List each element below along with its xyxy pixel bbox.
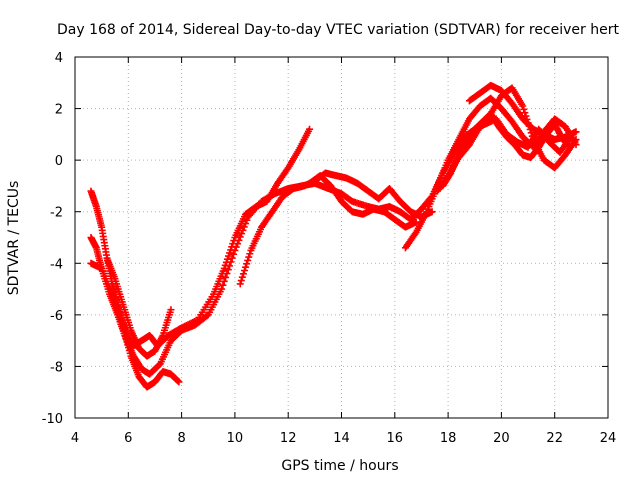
x-tick-label: 4 bbox=[71, 431, 79, 446]
data-point bbox=[218, 285, 226, 293]
y-tick-label: -2 bbox=[50, 206, 63, 221]
x-tick-label: 22 bbox=[546, 431, 563, 446]
data-point bbox=[222, 273, 230, 281]
x-tick-label: 12 bbox=[280, 431, 297, 446]
data-point bbox=[117, 317, 125, 325]
data-point bbox=[572, 136, 580, 144]
series-track-a bbox=[87, 125, 314, 350]
x-tick-label: 16 bbox=[387, 431, 404, 446]
x-tick-label: 8 bbox=[177, 431, 185, 446]
x-tick-label: 18 bbox=[440, 431, 457, 446]
data-point bbox=[306, 125, 314, 133]
x-tick-label: 10 bbox=[227, 431, 244, 446]
data-point bbox=[234, 240, 242, 248]
data-point bbox=[240, 267, 248, 275]
data-point bbox=[118, 320, 126, 328]
data-point bbox=[243, 260, 251, 268]
data-point bbox=[246, 250, 254, 258]
data-point bbox=[240, 223, 248, 231]
data-point bbox=[228, 254, 236, 262]
data-point bbox=[230, 250, 238, 258]
chart-title: Day 168 of 2014, Sidereal Day-to-day VTE… bbox=[57, 22, 619, 38]
data-point bbox=[238, 273, 246, 281]
data-point bbox=[227, 258, 235, 266]
data-point bbox=[109, 294, 117, 302]
data-point bbox=[519, 102, 527, 110]
series-track-f bbox=[306, 172, 420, 231]
data-point bbox=[116, 314, 124, 322]
y-tick-label: 4 bbox=[55, 51, 63, 66]
data-point bbox=[528, 132, 536, 140]
series-track-j bbox=[465, 81, 580, 144]
y-tick-label: 2 bbox=[55, 103, 63, 118]
data-point bbox=[203, 312, 211, 320]
grid-lines bbox=[75, 57, 608, 418]
data-point bbox=[235, 236, 243, 244]
series-track-d bbox=[103, 254, 175, 360]
y-tick-label: -8 bbox=[50, 360, 63, 375]
data-point bbox=[245, 253, 253, 261]
data-point bbox=[223, 270, 231, 278]
y-tick-label: 0 bbox=[55, 154, 63, 169]
x-tick-label: 20 bbox=[493, 431, 510, 446]
data-point bbox=[220, 277, 228, 285]
data-point bbox=[113, 304, 121, 312]
data-point bbox=[108, 290, 116, 298]
data-point bbox=[110, 297, 118, 305]
data-point bbox=[520, 105, 528, 113]
data-point bbox=[219, 281, 227, 289]
data-point bbox=[238, 230, 246, 238]
series-track-i bbox=[439, 110, 575, 190]
x-axis-label: GPS time / hours bbox=[281, 458, 398, 474]
data-point bbox=[242, 263, 250, 271]
data-point bbox=[112, 300, 120, 308]
data-point bbox=[167, 306, 175, 314]
data-point bbox=[242, 220, 250, 228]
data-point bbox=[572, 128, 580, 136]
data-point bbox=[114, 307, 122, 315]
data-point bbox=[115, 310, 123, 318]
data-point bbox=[231, 246, 239, 254]
x-tick-label: 14 bbox=[333, 431, 350, 446]
data-point bbox=[239, 270, 247, 278]
series-track-e bbox=[236, 169, 436, 288]
y-tick-label: -4 bbox=[50, 257, 63, 272]
data-point bbox=[236, 280, 244, 288]
data-point bbox=[567, 143, 575, 151]
x-tick-label: 6 bbox=[124, 431, 132, 446]
data-point bbox=[226, 262, 234, 270]
data-point bbox=[224, 266, 232, 274]
y-tick-label: -6 bbox=[50, 309, 63, 324]
x-tick-label: 24 bbox=[600, 431, 617, 446]
data-point bbox=[244, 256, 252, 264]
data-point bbox=[175, 378, 183, 386]
data-point bbox=[236, 233, 244, 241]
data-point bbox=[243, 216, 251, 224]
data-point bbox=[239, 226, 247, 234]
data-point bbox=[521, 109, 529, 117]
y-axis-label: SDTVAR / TECUs bbox=[6, 181, 22, 296]
series-track-c bbox=[87, 259, 183, 391]
data-point bbox=[232, 243, 240, 251]
data-point bbox=[237, 277, 245, 285]
data-series bbox=[87, 81, 580, 391]
y-tick-label: -10 bbox=[42, 412, 63, 427]
